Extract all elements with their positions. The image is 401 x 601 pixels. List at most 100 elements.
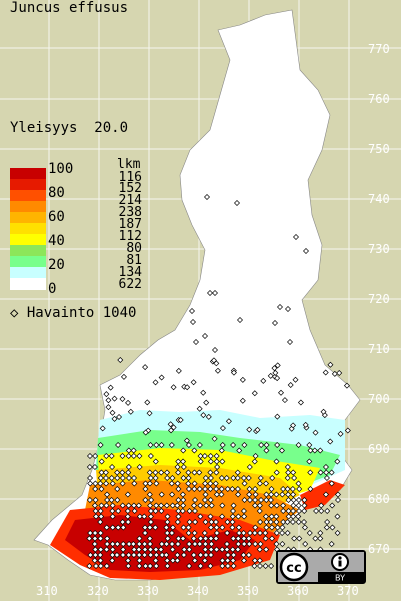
observation-marker bbox=[136, 557, 143, 564]
observation-marker bbox=[212, 347, 218, 353]
observation-marker bbox=[273, 541, 280, 547]
observation-marker bbox=[146, 410, 153, 417]
observation-marker bbox=[174, 464, 181, 470]
observation-marker bbox=[207, 480, 214, 487]
observation-marker bbox=[278, 447, 285, 454]
observation-marker bbox=[191, 530, 198, 536]
observation-marker bbox=[185, 469, 192, 476]
observation-marker bbox=[197, 563, 204, 569]
observation-marker bbox=[285, 491, 292, 498]
observation-marker bbox=[219, 458, 226, 465]
observation-marker bbox=[175, 486, 182, 492]
observation-marker bbox=[207, 535, 214, 542]
observation-marker bbox=[208, 502, 215, 509]
observation-marker bbox=[241, 480, 248, 487]
observation-marker bbox=[202, 535, 209, 542]
observation-marker bbox=[92, 530, 99, 536]
observation-marker bbox=[225, 418, 232, 425]
observation-marker bbox=[213, 535, 220, 542]
observation-marker bbox=[130, 552, 137, 558]
observation-marker bbox=[98, 469, 105, 476]
observation-marker bbox=[92, 480, 99, 487]
observation-marker bbox=[174, 502, 181, 509]
observation-marker bbox=[142, 497, 149, 503]
observation-marker bbox=[274, 524, 281, 531]
observation-marker bbox=[125, 399, 132, 406]
observation-marker bbox=[317, 447, 324, 454]
observation-marker bbox=[169, 541, 176, 547]
observation-marker bbox=[312, 429, 319, 436]
observation-marker bbox=[335, 497, 341, 503]
y-tick-730: 730 bbox=[368, 242, 390, 256]
observation-marker bbox=[164, 557, 171, 564]
count-4: 187 bbox=[118, 217, 142, 232]
observation-marker bbox=[223, 475, 230, 481]
observation-marker bbox=[200, 412, 207, 419]
observation-marker bbox=[180, 502, 187, 509]
observation-marker bbox=[142, 364, 149, 371]
observation-marker bbox=[169, 502, 176, 509]
observation-marker bbox=[235, 541, 242, 547]
observation-marker bbox=[102, 475, 109, 481]
observation-marker bbox=[97, 546, 104, 553]
observation-marker bbox=[117, 357, 124, 364]
observation-marker bbox=[86, 453, 93, 459]
observation-marker bbox=[247, 530, 254, 536]
observation-marker bbox=[207, 290, 213, 296]
observation-marker bbox=[328, 480, 335, 487]
observation-marker bbox=[278, 389, 285, 396]
observation-marker bbox=[267, 372, 274, 379]
observation-marker bbox=[290, 422, 297, 429]
observation-marker bbox=[207, 552, 214, 558]
observation-marker bbox=[263, 442, 270, 448]
observation-marker bbox=[241, 557, 247, 564]
observation-marker bbox=[196, 486, 203, 492]
observation-marker bbox=[295, 480, 302, 487]
observation-marker bbox=[337, 430, 344, 437]
observation-marker bbox=[142, 486, 149, 492]
count-5: 112 bbox=[118, 229, 142, 244]
observation-marker bbox=[169, 557, 176, 564]
observation-marker bbox=[257, 475, 264, 481]
observation-marker bbox=[175, 367, 182, 374]
observation-marker bbox=[285, 508, 292, 514]
observation-marker bbox=[234, 469, 241, 476]
observation-marker bbox=[92, 453, 99, 459]
observation-marker bbox=[185, 530, 192, 536]
observation-marker bbox=[230, 502, 237, 509]
observation-marker bbox=[184, 384, 191, 391]
observation-marker bbox=[141, 552, 148, 558]
observation-marker bbox=[169, 524, 176, 531]
observation-marker bbox=[131, 546, 138, 553]
observation-marker bbox=[311, 447, 318, 454]
observation-marker bbox=[146, 469, 153, 476]
observation-marker bbox=[131, 508, 138, 514]
observation-marker bbox=[111, 415, 118, 422]
observation-marker bbox=[252, 486, 259, 492]
observation-marker bbox=[153, 563, 160, 569]
observation-marker bbox=[246, 497, 253, 503]
observation-marker bbox=[125, 464, 132, 470]
observation-marker bbox=[285, 497, 292, 503]
observation-marker bbox=[120, 546, 127, 553]
observation-marker bbox=[219, 425, 226, 432]
observation-marker bbox=[97, 442, 104, 448]
observation-marker bbox=[334, 491, 341, 498]
observation-marker bbox=[135, 546, 142, 553]
observation-marker bbox=[142, 530, 149, 536]
license-badge[interactable]: cc BY bbox=[276, 550, 366, 584]
frequency-label: Yleisyys 20.0 bbox=[10, 120, 129, 136]
observation-marker bbox=[91, 535, 98, 542]
observation-marker bbox=[202, 475, 209, 481]
x-tick-360: 360 bbox=[287, 584, 309, 598]
observation-marker bbox=[99, 425, 106, 432]
observation-marker bbox=[223, 541, 230, 547]
observation-marker bbox=[109, 524, 116, 531]
observation-marker bbox=[213, 486, 220, 492]
observation-marker bbox=[120, 524, 127, 531]
observation-marker bbox=[164, 563, 171, 569]
observation-marker bbox=[86, 535, 93, 542]
observation-marker bbox=[269, 475, 276, 481]
observation-marker bbox=[158, 508, 165, 514]
observation-marker bbox=[284, 519, 291, 525]
